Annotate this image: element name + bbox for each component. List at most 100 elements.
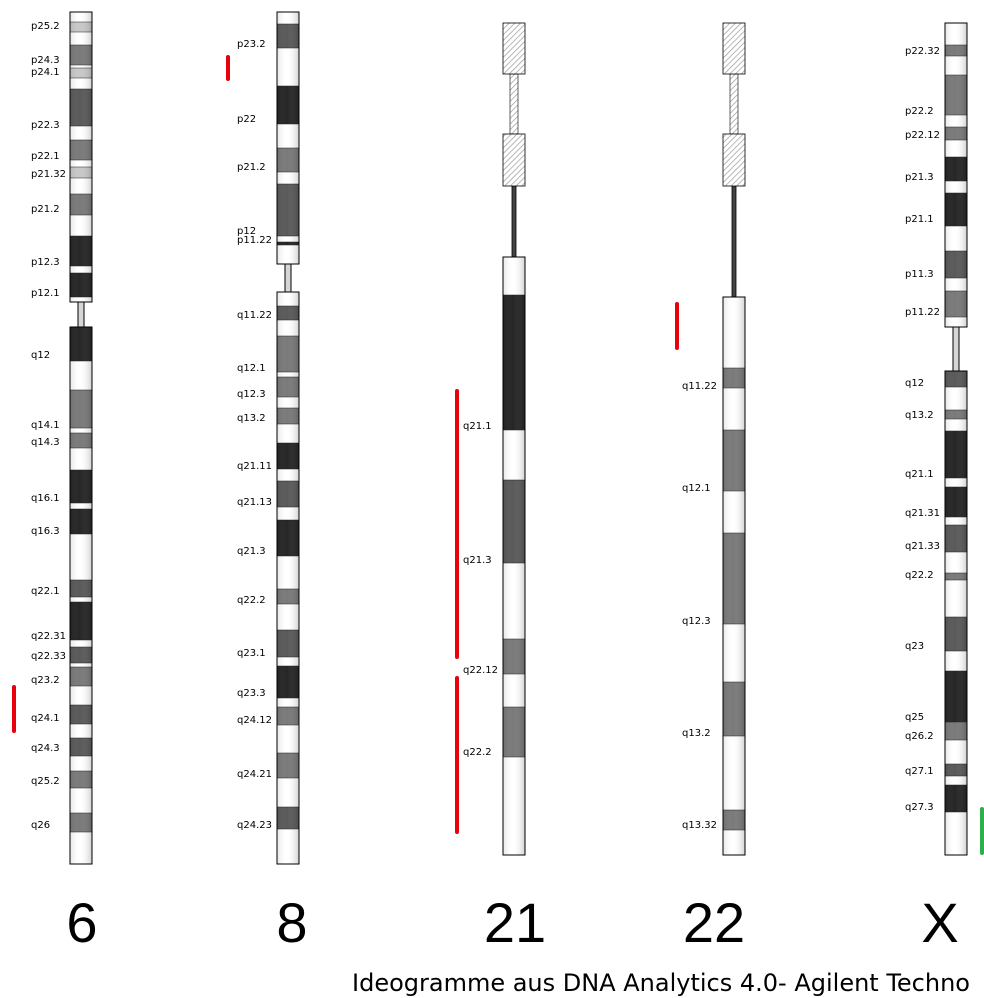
chrx-labels: p22.32 p22.2 p22.12 p21.3 p21.1 p11.3 p1… <box>905 46 940 813</box>
band-label: p22.1 <box>31 151 60 162</box>
band-label: q24.21 <box>237 769 272 780</box>
band-label: p21.32 <box>31 169 66 180</box>
band-label: p21.2 <box>237 162 266 173</box>
band-label: p22.12 <box>905 130 940 141</box>
satellite-stalk <box>509 73 519 135</box>
satellite-stalk <box>729 73 739 135</box>
satellite-region <box>722 22 746 75</box>
band-label: p12.3 <box>31 257 60 268</box>
band-label: q11.22 <box>237 310 272 321</box>
chromosome-title: 6 <box>66 891 97 954</box>
band-label: q22.2 <box>905 570 934 581</box>
band-label: p23.2 <box>237 39 266 50</box>
aberration-marker <box>226 55 230 81</box>
chr6-labels: p25.2 p24.3 p24.1 p22.3 p22.1 p21.32 p21… <box>31 21 66 831</box>
aberration-marker <box>980 807 984 855</box>
band-label: q13.2 <box>237 413 266 424</box>
chromosome-arm <box>69 326 93 865</box>
centromere <box>952 326 960 372</box>
band-label: p22.3 <box>31 120 60 131</box>
band-label: q14.1 <box>31 420 60 431</box>
band-label: q21.13 <box>237 497 272 508</box>
chromosome-arm <box>944 22 968 328</box>
arm-shading <box>277 292 299 864</box>
band-label: p22.2 <box>905 106 934 117</box>
arm-shading <box>70 327 92 864</box>
aberration-marker <box>455 676 459 834</box>
band-label: q12.3 <box>237 389 266 400</box>
band-label: q23.2 <box>31 675 60 686</box>
aberration-marker <box>675 302 679 350</box>
band-label: q13.2 <box>905 410 934 421</box>
band-label: p24.3 <box>31 55 60 66</box>
band-label: q13.32 <box>682 820 717 831</box>
centromere <box>511 185 517 258</box>
chromosome-title: 22 <box>683 891 745 954</box>
arm-shading <box>277 12 299 264</box>
chromosome-6: p25.2 p24.3 p24.1 p22.3 p22.1 p21.32 p21… <box>12 11 98 954</box>
figure-caption: Ideogramme aus DNA Analytics 4.0- Agilen… <box>352 969 970 997</box>
chr8-labels: p23.2 p22 p21.2 p12 p11.22 q11.22 q12.1 … <box>237 39 272 831</box>
band-label: q27.3 <box>905 802 934 813</box>
band-label: q23 <box>905 641 924 652</box>
aberration-marker <box>12 685 16 733</box>
band-label: p24.1 <box>31 67 60 78</box>
chromosome-x: p22.32 p22.2 p22.12 p21.3 p21.1 p11.3 p1… <box>905 22 984 954</box>
band-label: q12 <box>905 378 924 389</box>
aberration-marker <box>455 389 459 659</box>
chromosome-arm <box>69 11 93 303</box>
band-label: p11.22 <box>905 307 940 318</box>
band-label: q22.2 <box>237 595 266 606</box>
band-label: q14.3 <box>31 437 60 448</box>
band-label: q21.33 <box>905 541 940 552</box>
arm-shading <box>723 297 745 855</box>
chr22-labels: q11.22 q12.1 q12.3 q13.2 q13.32 <box>682 381 717 831</box>
band-label: p11.22 <box>237 235 272 246</box>
arm-shading <box>945 371 967 855</box>
band-label: q26 <box>31 820 50 831</box>
band-label: q22.33 <box>31 651 66 662</box>
band-label: q12.1 <box>237 363 266 374</box>
chromosome-22: q11.22 q12.1 q12.3 q13.2 q13.32 22 <box>675 22 746 954</box>
chromosome-title: X <box>921 891 958 954</box>
band-label: p12 <box>237 226 256 237</box>
band-label: q22.31 <box>31 631 66 642</box>
chromosome-title: 21 <box>484 891 546 954</box>
centromere <box>77 301 85 328</box>
band-label: q21.1 <box>905 469 934 480</box>
band-label: q22.12 <box>463 665 498 676</box>
band-label: q13.2 <box>682 728 711 739</box>
band-label: q12.1 <box>682 483 711 494</box>
band-label: p12.1 <box>31 288 60 299</box>
band-label: q16.1 <box>31 493 60 504</box>
band-label: q22.1 <box>31 586 60 597</box>
satellite-region <box>722 133 746 187</box>
band-label: q23.3 <box>237 688 266 699</box>
band-label: q24.12 <box>237 715 272 726</box>
chromosome-title: 8 <box>276 891 307 954</box>
band-label: q21.31 <box>905 508 940 519</box>
centromere <box>731 185 737 298</box>
band-label: p22 <box>237 114 256 125</box>
band-label: q21.11 <box>237 461 272 472</box>
chr22-bands <box>722 22 746 856</box>
chr21-labels: q21.1 q21.3 q22.12 q22.2 <box>463 421 498 758</box>
band-label: q12.3 <box>682 616 711 627</box>
chromosome-arm <box>276 11 300 265</box>
band-label: q24.23 <box>237 820 272 831</box>
band-label: p21.1 <box>905 214 934 225</box>
chromosome-arm <box>944 370 968 856</box>
satellite-region <box>502 22 526 75</box>
band-label: q24.3 <box>31 743 60 754</box>
chromosome-arm <box>722 296 746 856</box>
band-label: q27.1 <box>905 766 934 777</box>
band-label: p21.2 <box>31 204 60 215</box>
chr8-bands <box>276 11 300 865</box>
chromosome-8: p23.2 p22 p21.2 p12 p11.22 q11.22 q12.1 … <box>226 11 308 954</box>
centromere <box>284 263 292 293</box>
arm-shading <box>503 257 525 855</box>
band-label: p22.32 <box>905 46 940 57</box>
band-label: q21.3 <box>237 546 266 557</box>
